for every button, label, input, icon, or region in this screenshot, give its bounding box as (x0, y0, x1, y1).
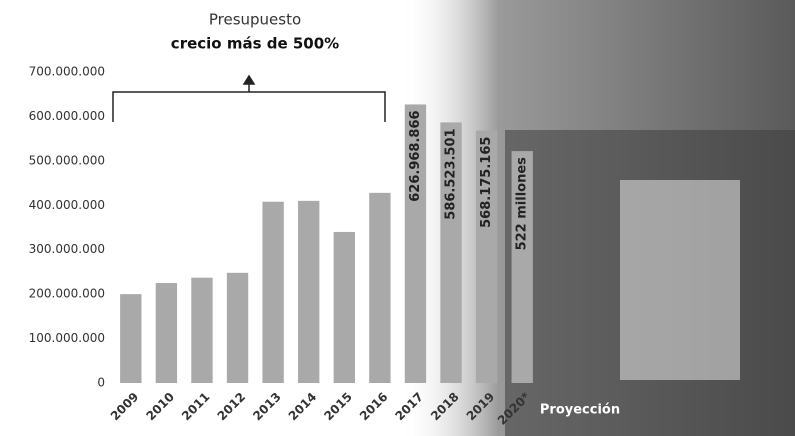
x-tick-label: 2011 (179, 390, 213, 424)
value-label: 626.968.866 (408, 110, 423, 201)
bracket (113, 92, 385, 122)
y-tick-label: 0 (97, 376, 105, 390)
annotation: Proyección (540, 403, 620, 418)
bar (369, 193, 390, 383)
value-label: 522 millones (515, 157, 530, 251)
bar (334, 232, 355, 383)
y-tick-label: 500.000.000 (29, 153, 105, 167)
x-tick-label: 2010 (143, 390, 177, 424)
building-window (620, 180, 740, 380)
chart: Presupuesto crecio más de 500% Proyecció… (0, 0, 795, 436)
x-tick-label: 2015 (321, 390, 355, 424)
bar (262, 202, 283, 383)
bar (298, 201, 319, 383)
y-tick-label: 100.000.000 (29, 331, 105, 345)
x-tick-label: 2014 (286, 390, 320, 424)
bar (120, 294, 141, 383)
x-tick-label: 2016 (357, 390, 391, 424)
y-tick-label: 400.000.000 (29, 198, 105, 212)
x-tick-label: 2012 (215, 390, 249, 424)
chart-subtitle: crecio más de 500% (171, 35, 339, 53)
bar (191, 278, 212, 383)
bar (156, 283, 177, 383)
y-tick-label: 700.000.000 (29, 65, 105, 79)
bar (227, 273, 248, 383)
y-tick-label: 300.000.000 (29, 242, 105, 256)
y-tick-label: 200.000.000 (29, 287, 105, 301)
value-label: 568.175.165 (479, 137, 494, 228)
arrow (244, 76, 254, 92)
x-tick-label: 2013 (250, 390, 284, 424)
value-label: 586.523.501 (444, 128, 459, 219)
chart-title: Presupuesto (209, 11, 301, 29)
y-tick-label: 600.000.000 (29, 109, 105, 123)
x-tick-label: 2009 (108, 390, 142, 424)
